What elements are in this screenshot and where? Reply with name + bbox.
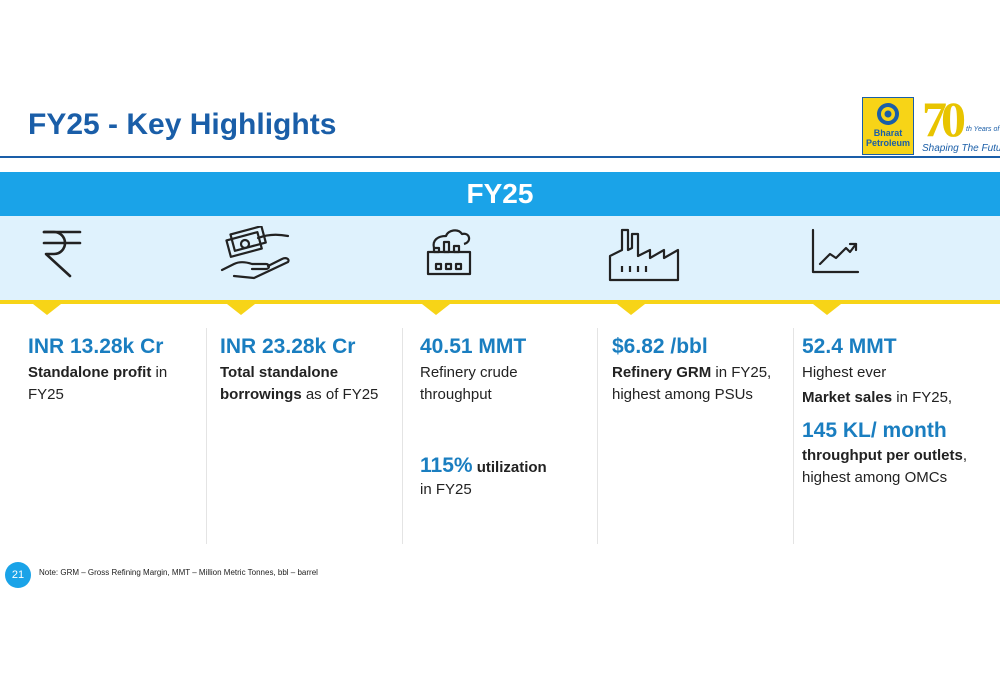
borrowings-description: Total standalone borrowings as of FY25 <box>220 364 379 403</box>
borrowings-value: INR 23.28k Cr <box>220 335 356 358</box>
highlight-borrowings: INR 23.28k Cr Total standalone borrowing… <box>220 334 390 406</box>
bpcl-emblem-icon <box>877 103 899 125</box>
market-sales-pre: Highest ever <box>802 364 887 381</box>
utilization-period: in FY25 <box>420 481 472 498</box>
page-title: FY25 - Key Highlights <box>28 108 337 141</box>
utilization-line: 115% utilization <box>420 454 547 477</box>
market-sales-value: 52.4 MMT <box>802 335 897 358</box>
fy25-banner: FY25 <box>0 172 1000 216</box>
anniversary-badge: 70 th Years of Shaping The Future <box>918 91 1000 156</box>
yellow-divider <box>0 300 1000 304</box>
logo-text-line2: Petroleum <box>865 138 910 148</box>
notch-marker <box>617 304 645 315</box>
notch-marker <box>813 304 841 315</box>
throughput-description: Refinery crude throughput <box>420 364 518 403</box>
anniversary-number: 70 <box>922 91 966 147</box>
highlight-grm: $6.82 /bbl Refinery GRM in FY25, highest… <box>612 334 782 406</box>
highlight-market-sales: 52.4 MMT Highest ever Market sales in FY… <box>802 334 986 489</box>
notch-marker <box>422 304 450 315</box>
bpcl-logo: Bharat Petroleum <box>862 97 914 155</box>
logo-text-line1: Bharat <box>873 128 903 138</box>
column-divider <box>597 328 598 544</box>
anniversary-years: th Years of <box>966 126 1000 133</box>
icon-band <box>0 216 1000 300</box>
outlet-throughput-description: throughput per outlets, highest among OM… <box>802 447 967 486</box>
column-divider <box>206 328 207 544</box>
profit-description: Standalone profit in FY25 <box>28 364 168 403</box>
grm-description: Refinery GRM in FY25, highest among PSUs <box>612 364 772 403</box>
highlight-throughput: 40.51 MMT Refinery crude throughput 115%… <box>420 334 588 501</box>
notch-marker <box>227 304 255 315</box>
column-divider <box>793 328 794 544</box>
footnote: Note: GRM – Gross Refining Margin, MMT –… <box>39 568 318 577</box>
page-number: 21 <box>5 562 31 588</box>
throughput-value: 40.51 MMT <box>420 335 527 358</box>
rupee-icon <box>42 230 82 278</box>
refinery-icon <box>426 229 472 276</box>
anniversary-tagline: Shaping The Future <box>922 143 1000 154</box>
grm-value: $6.82 /bbl <box>612 335 708 358</box>
notch-marker <box>33 304 61 315</box>
market-sales-description: Market sales in FY25, <box>802 389 953 406</box>
money-hand-icon <box>220 226 290 280</box>
profit-value: INR 13.28k Cr <box>28 335 164 358</box>
growth-chart-icon <box>811 228 860 274</box>
factory-icon <box>608 228 680 282</box>
title-divider <box>0 156 1000 158</box>
outlet-throughput-value: 145 KL/ month <box>802 419 947 442</box>
highlight-profit: INR 13.28k Cr Standalone profit in FY25 <box>28 334 200 406</box>
column-divider <box>402 328 403 544</box>
utilization-value: 115% <box>420 454 473 477</box>
